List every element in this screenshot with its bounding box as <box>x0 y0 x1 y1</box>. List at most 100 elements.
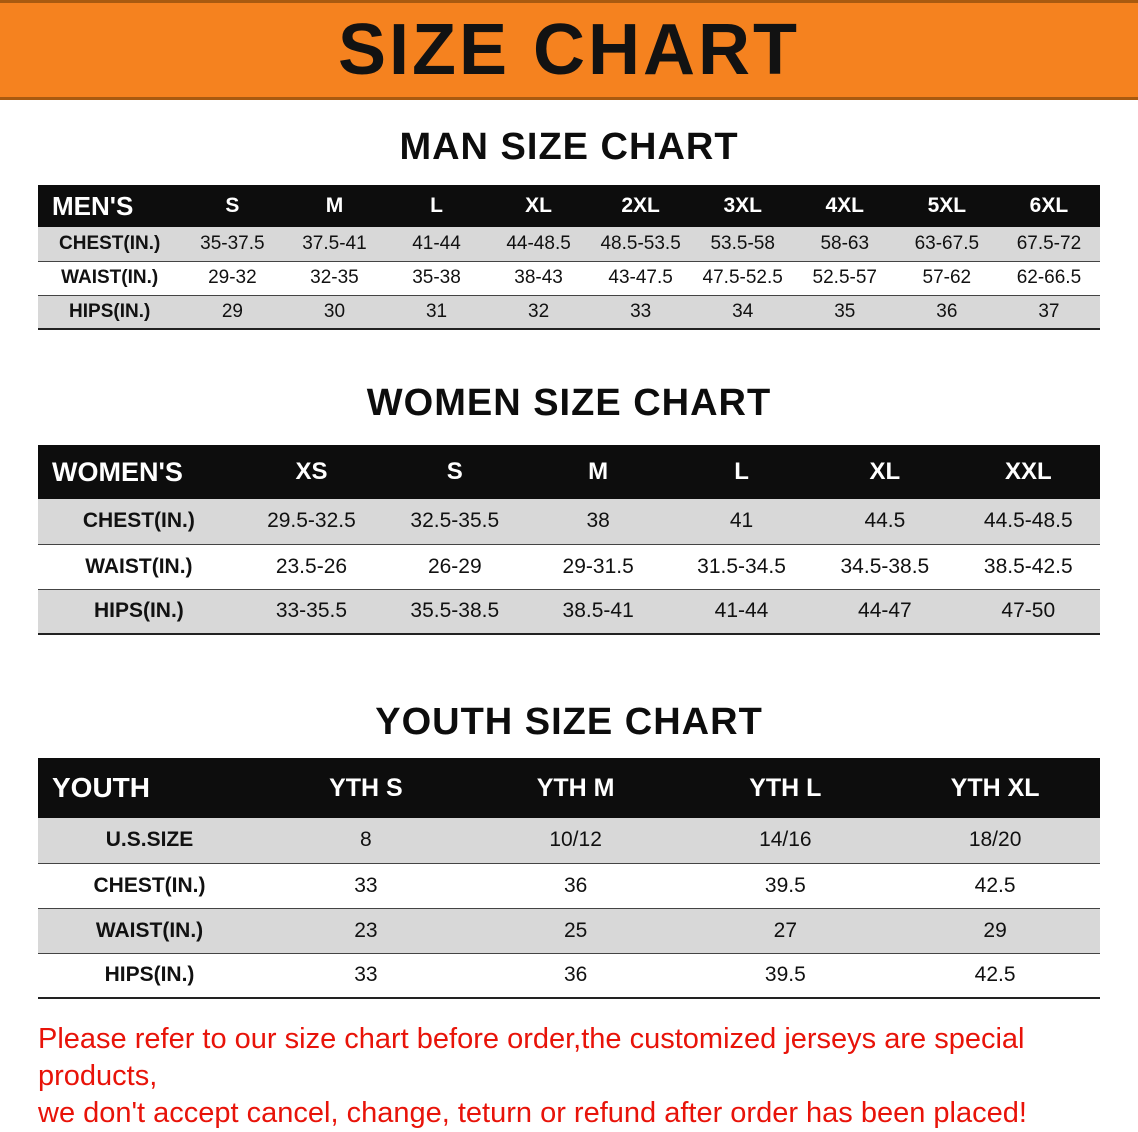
row-label: U.S.SIZE <box>105 828 194 852</box>
size-value: 29 <box>221 300 243 322</box>
size-value: 29.5-32.5 <box>267 509 356 533</box>
size-column-header: L <box>385 185 488 227</box>
size-value: 38 <box>586 509 610 533</box>
size-column-header: 6XL <box>997 185 1100 227</box>
size-value: 33 <box>630 300 652 322</box>
size-value: 41-44 <box>714 599 769 623</box>
size-value: 44.5-48.5 <box>983 509 1073 533</box>
size-value: 31.5-34.5 <box>697 554 786 578</box>
size-value: 35 <box>834 300 856 322</box>
row-label: WAIST(IN.) <box>61 267 159 288</box>
size-value: 52.5-57 <box>812 267 877 288</box>
table-row: CHEST(IN.) 33 36 39.5 42.5 <box>38 863 1100 908</box>
size-value: 26-29 <box>427 554 482 578</box>
size-value: 34 <box>732 300 754 322</box>
youth-size-section: YOUTH SIZE CHART YOUTH YTH S YTH M YTH L YTH… <box>0 701 1138 999</box>
size-chart-banner: SIZE CHART <box>0 0 1138 100</box>
size-value: 32.5-35.5 <box>410 509 500 533</box>
table-row: CHEST(IN.) 29.5-32.5 32.5-35.5 38 41 44.5 44.5… <box>38 499 1100 544</box>
table-row: HIPS(IN.) 29 30 31 32 33 34 35 36 37 <box>38 295 1100 329</box>
size-value: 44-48.5 <box>506 232 571 254</box>
size-column-header: YTH S <box>261 758 471 818</box>
size-value: 58-63 <box>820 232 870 254</box>
size-column-header: S <box>383 445 527 499</box>
size-value: 23.5-26 <box>275 554 348 578</box>
size-column-header: XS <box>239 445 384 499</box>
size-value: 53.5-58 <box>710 232 775 254</box>
banner-title: SIZE CHART <box>338 10 800 90</box>
size-value: 37.5-41 <box>302 232 367 254</box>
size-column-header: 5XL <box>895 185 998 227</box>
size-value: 27 <box>773 918 798 942</box>
size-column-header: M <box>283 185 386 227</box>
size-value: 35.5-38.5 <box>410 599 500 623</box>
size-column-header: L <box>669 445 814 499</box>
size-value: 30 <box>323 300 346 322</box>
disclaimer-line-2: we don't accept cancel, change, teturn o… <box>38 1097 1027 1130</box>
row-label: HIPS(IN.) <box>104 963 195 987</box>
size-column-header: YTH M <box>470 758 681 818</box>
size-value: 41 <box>729 509 754 533</box>
size-value: 43-47.5 <box>608 267 673 288</box>
size-value: 67.5-72 <box>1016 232 1082 254</box>
row-label: WAIST(IN.) <box>95 918 204 942</box>
size-value: 23 <box>354 918 378 942</box>
men-size-section: MAN SIZE CHART MEN'S S M L XL 2XL 3XL 4XL 5XL 6XL… <box>0 126 1138 330</box>
size-value: 35-37.5 <box>200 232 265 254</box>
size-value: 33 <box>354 963 378 987</box>
size-value: 37 <box>1038 300 1060 322</box>
size-column-header: S <box>181 185 284 227</box>
disclaimer-line-1: Please refer to our size chart before or… <box>38 1023 1025 1093</box>
size-value: 44.5 <box>864 509 906 533</box>
women-size-section: WOMEN SIZE CHART WOMEN'S XS S M L XL XXL CHEST(… <box>0 382 1138 635</box>
size-value: 32 <box>528 300 550 322</box>
table-row: WAIST(IN.) 23 25 27 29 <box>38 908 1100 953</box>
size-value: 36 <box>563 873 588 897</box>
youth-size-table: YOUTH YTH S YTH M YTH L YTH XL U.S.SIZE 8 10/12… <box>38 758 1100 999</box>
size-column-header: YTH L <box>680 758 891 818</box>
size-value: 8 <box>360 828 372 852</box>
table-corner-label: WOMEN'S <box>38 445 240 499</box>
size-value: 42.5 <box>974 963 1016 987</box>
table-header-row: MEN'S S M L XL 2XL 3XL 4XL 5XL 6XL <box>38 185 1100 227</box>
size-value: 36 <box>563 963 588 987</box>
table-corner-label: MEN'S <box>38 185 182 227</box>
size-value: 36 <box>936 300 958 322</box>
size-value: 42.5 <box>974 873 1016 897</box>
size-column-header: YTH XL <box>890 758 1100 818</box>
men-section-heading: MAN SIZE CHART <box>399 126 739 168</box>
row-label: HIPS(IN.) <box>69 300 151 322</box>
table-row: WAIST(IN.) 23.5-26 26-29 29-31.5 31.5-34.5 34… <box>38 544 1100 589</box>
size-value: 29 <box>983 918 1007 942</box>
size-value: 31 <box>425 300 448 322</box>
size-value: 47.5-52.5 <box>702 267 783 288</box>
size-value: 33-35.5 <box>275 599 348 623</box>
size-value: 29-31.5 <box>562 554 634 578</box>
size-value: 35-38 <box>412 267 461 288</box>
size-column-header: XL <box>487 185 590 227</box>
size-value: 39.5 <box>764 963 806 987</box>
size-value: 41-44 <box>412 232 461 254</box>
size-value: 32-35 <box>310 267 359 288</box>
size-value: 48.5-53.5 <box>600 232 681 254</box>
size-value: 44-47 <box>858 599 912 623</box>
size-value: 25 <box>563 918 588 942</box>
size-column-header: 4XL <box>793 185 896 227</box>
size-value: 57-62 <box>922 267 972 288</box>
disclaimer: Please refer to our size chart before or… <box>0 1021 1138 1132</box>
row-label: CHEST(IN.) <box>59 232 161 254</box>
youth-section-heading: YOUTH SIZE CHART <box>375 701 763 743</box>
size-column-header: 3XL <box>691 185 794 227</box>
table-row: WAIST(IN.) 29-32 32-35 35-38 38-43 43-47.5 47.… <box>38 261 1100 295</box>
size-value: 18/20 <box>968 828 1022 852</box>
size-value: 38.5-41 <box>562 599 634 623</box>
table-row: HIPS(IN.) 33-35.5 35.5-38.5 38.5-41 41-44 44-… <box>38 589 1100 634</box>
table-header-row: WOMEN'S XS S M L XL XXL <box>38 445 1100 499</box>
row-label: CHEST(IN.) <box>82 509 195 533</box>
size-value: 14/16 <box>759 828 812 852</box>
women-size-table: WOMEN'S XS S M L XL XXL CHEST(IN.) 29.5-32.5 32.5… <box>38 445 1100 635</box>
table-row: HIPS(IN.) 33 36 39.5 42.5 <box>38 953 1100 998</box>
men-size-table: MEN'S S M L XL 2XL 3XL 4XL 5XL 6XL CHEST(IN.) 35-37… <box>38 185 1100 330</box>
size-column-header: XXL <box>956 445 1100 499</box>
table-corner-label: YOUTH <box>38 758 262 818</box>
